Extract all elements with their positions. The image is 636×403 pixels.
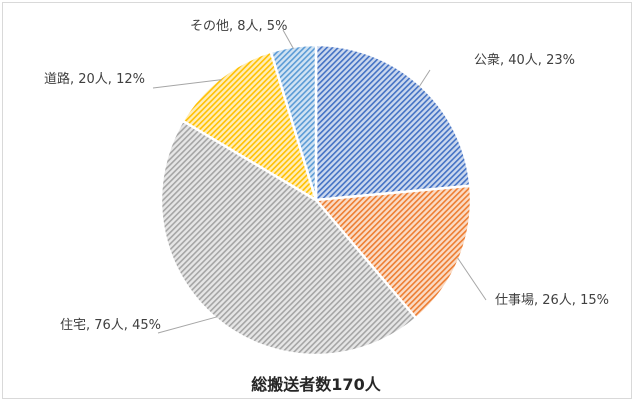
pie-slice-1 (314, 43, 472, 202)
chart-title: 総搬送者数170人 (251, 375, 381, 394)
pie-slice-5 (269, 43, 318, 201)
labels-layer: 公衆, 40人, 23% 仕事場, 26人, 15% 住宅, 76人, 45% 道路,… (44, 19, 609, 333)
leader-line-1 (418, 69, 431, 88)
leader-line-5 (282, 29, 294, 49)
slices-layer (159, 43, 473, 357)
leader-line-4 (152, 79, 222, 89)
pie-slice-2 (313, 184, 473, 321)
data-label-2: 仕事場, 26人, 15% (495, 293, 609, 308)
data-label-5: その他, 8人, 5% (190, 19, 287, 34)
data-label-1: 公衆, 40人, 23% (474, 52, 575, 68)
leader-line-3 (157, 316, 218, 334)
pie-slice-3 (159, 119, 418, 357)
data-label-4: 道路, 20人, 12% (44, 71, 145, 87)
leader-line-2 (457, 257, 487, 301)
data-label-3: 住宅, 76人, 45% (60, 318, 161, 333)
pie-slice-4 (181, 50, 319, 203)
leader-lines-layer (152, 29, 487, 334)
